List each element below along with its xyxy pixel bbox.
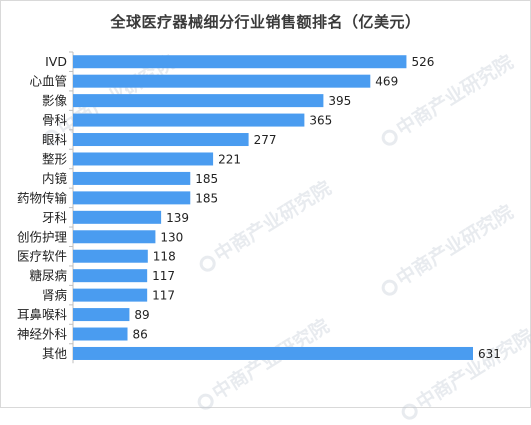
y-tick-label: 内镜 [42,171,68,186]
data-label: 118 [153,250,176,264]
y-tick-label: 牙科 [42,210,68,225]
bar-3 [73,113,305,127]
bar-9 [73,230,156,244]
data-label: 86 [133,328,148,342]
data-label: 526 [411,55,434,69]
data-label: 631 [478,347,501,361]
y-tick-label: 影像 [42,93,68,108]
chart-title: 全球医疗器械细分行业销售额排名（亿美元） [110,13,421,31]
bar-10 [73,249,148,263]
y-tick-label: 药物传输 [17,190,68,205]
bar-2 [73,94,324,108]
data-label: 395 [328,94,351,108]
bar-12 [73,288,148,302]
y-tick-label: 创伤护理 [17,229,68,244]
y-tick-label: 骨科 [42,113,68,128]
bar-13 [73,308,130,322]
bar-7 [73,191,191,205]
data-label: 117 [152,289,175,303]
bar-11 [73,269,148,283]
y-tick-label: 耳鼻喉科 [17,307,68,322]
bar-4 [73,133,249,147]
y-tick-label: 眼科 [42,132,68,147]
data-label: 221 [218,152,241,166]
bar-chart: IVD 526 心血管 469 影像 395 骨科 365 眼科 277 整形 221 内镜 185 药物传… [17,51,501,364]
y-tick-label: IVD [45,54,67,69]
y-tick-label: 肾病 [42,288,67,303]
data-label: 185 [195,191,218,205]
bar-1 [73,74,371,88]
data-label: 365 [309,114,332,128]
y-tick-label: 医疗软件 [17,249,67,264]
y-tick-label: 整形 [42,151,68,166]
bar-14 [73,327,128,341]
y-tick-label: 神经外科 [17,327,68,342]
y-tick-label: 心血管 [29,74,67,89]
data-label: 277 [254,133,277,147]
bar-0 [73,55,407,69]
bar-5 [73,152,214,166]
data-label: 139 [166,211,189,225]
data-label: 130 [160,230,183,244]
bar-15 [73,346,473,360]
y-tick-label: 其他 [42,346,68,361]
bar-8 [73,210,162,224]
data-label: 117 [152,269,175,283]
y-tick-label: 糖尿病 [29,268,67,283]
data-label: 89 [134,308,149,322]
data-label: 469 [375,75,398,89]
bar-6 [73,171,191,185]
data-label: 185 [195,172,218,186]
